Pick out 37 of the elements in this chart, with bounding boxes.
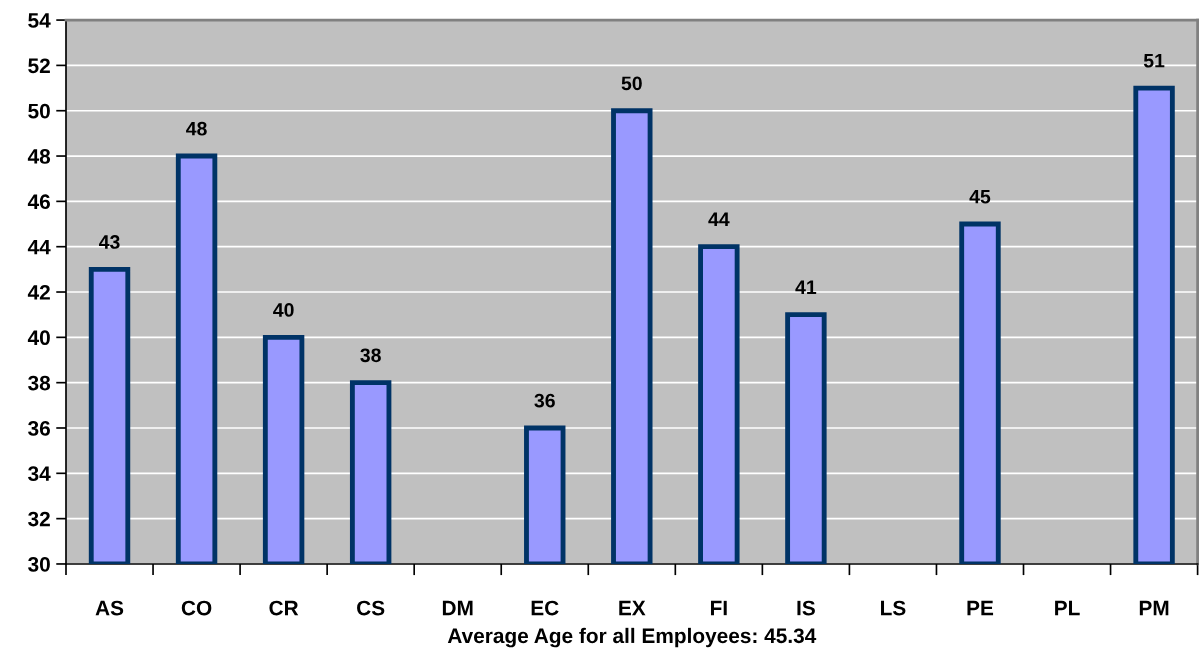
y-tick-label: 34 <box>28 466 51 482</box>
data-label: 45 <box>969 189 991 204</box>
x-tick-label: FI <box>710 600 727 616</box>
data-label: 50 <box>621 76 642 91</box>
data-label: 51 <box>1143 53 1165 68</box>
x-tick-label: PL <box>1055 600 1080 616</box>
y-tick-label: 36 <box>28 420 50 436</box>
data-label: 40 <box>273 303 294 317</box>
y-tick-label: 32 <box>28 511 50 527</box>
y-tick-label: 48 <box>27 149 51 164</box>
x-tick-label: IS <box>797 600 815 616</box>
data-label: 36 <box>534 393 555 408</box>
y-tick-label: 54 <box>28 13 51 28</box>
data-label: 44 <box>708 212 730 226</box>
x-tick-label: CR <box>269 600 299 616</box>
x-tick-label: PM <box>1139 600 1169 616</box>
x-tick-label: EC <box>531 600 559 616</box>
x-tick-label: DM <box>442 600 473 616</box>
x-tick-label: LS <box>881 600 906 616</box>
x-tick-label: EX <box>619 600 646 616</box>
y-tick-label: 46 <box>27 194 50 210</box>
y-tick-label: 50 <box>28 103 50 119</box>
y-tick-label: 52 <box>28 58 50 74</box>
x-tick-label: PE <box>967 600 994 616</box>
x-tick-label: CS <box>357 600 385 616</box>
y-tick-label: 38 <box>28 375 51 391</box>
x-axis-title: Average Age for all Employees: 45.34 <box>447 627 817 648</box>
data-label: 41 <box>795 280 817 294</box>
data-label: 38 <box>360 348 381 363</box>
y-tick-label: 30 <box>28 556 50 572</box>
y-tick-label: 40 <box>27 330 50 346</box>
x-tick-label: AS <box>95 600 124 616</box>
x-tick-label: CO <box>181 600 212 616</box>
y-tick-label: 42 <box>27 285 50 300</box>
data-label: 48 <box>186 121 207 136</box>
data-label: 43 <box>99 235 120 249</box>
y-tick-label: 44 <box>27 239 51 255</box>
